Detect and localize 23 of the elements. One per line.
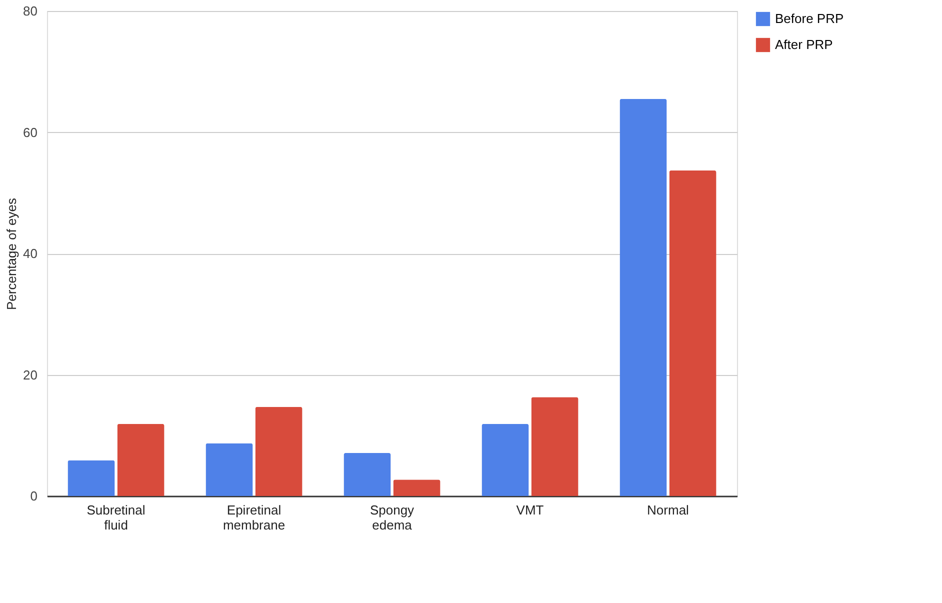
y-tick-label: 40 [23,246,38,261]
bar [669,170,716,496]
bar [68,460,115,496]
legend-label: After PRP [775,37,833,52]
y-tick-label: 80 [23,4,38,18]
legend-label: Before PRP [775,11,844,26]
x-tick-label: Epiretinal membrane [222,502,286,532]
x-tick-label: Subretinal fluid [86,502,146,532]
bar [393,480,440,496]
x-tick-label: Spongy edema [370,502,415,532]
bar [255,406,302,496]
x-tick-label: Normal [647,502,690,518]
y-tick-label: 60 [23,124,38,140]
bar [620,98,667,496]
y-tick-label: 20 [23,367,38,382]
bar [482,424,529,496]
bar [206,443,253,496]
y-tick-label: 0 [30,488,38,504]
bar [344,452,391,496]
bar [531,397,578,496]
bar [117,424,164,496]
x-tick-label: VMT [516,502,544,518]
y-axis-title: Percentage of eyes [4,198,20,310]
